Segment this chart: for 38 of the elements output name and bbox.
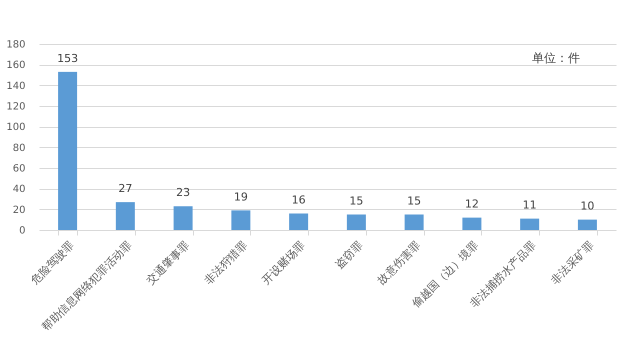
y-tick-label: 180 bbox=[6, 40, 26, 50]
data-label: 10 bbox=[580, 200, 594, 213]
x-tick-label: 交通肇事罪 bbox=[144, 238, 192, 287]
bar bbox=[520, 218, 540, 230]
bar bbox=[58, 72, 78, 230]
y-tick-label: 60 bbox=[12, 164, 26, 174]
y-tick-label: 0 bbox=[19, 226, 26, 236]
data-label: 11 bbox=[522, 198, 537, 212]
x-tick-label: 非法采矿罪 bbox=[548, 238, 596, 287]
x-tick-label: 故意伤害罪 bbox=[375, 238, 424, 287]
y-tick-label: 80 bbox=[12, 142, 26, 154]
y-tick-label: 140 bbox=[6, 80, 26, 92]
x-tick-label: 危险驾驶罪 bbox=[28, 238, 77, 287]
y-tick-label: 160 bbox=[6, 60, 26, 72]
y-tick-label: 20 bbox=[12, 204, 26, 216]
x-tick-label: 开设赌场罪 bbox=[260, 238, 308, 287]
bar bbox=[174, 206, 193, 230]
bar bbox=[578, 220, 597, 230]
data-label: 19 bbox=[234, 190, 248, 204]
x-tick-label: 非法狩猎罪 bbox=[202, 238, 250, 287]
y-tick-label: 100 bbox=[6, 122, 26, 134]
data-label: 15 bbox=[349, 194, 364, 208]
data-label: 16 bbox=[292, 193, 306, 206]
y-tick-label: 120 bbox=[6, 102, 26, 112]
bar bbox=[404, 214, 424, 230]
annotation: 单位：件 bbox=[532, 51, 580, 65]
y-tick-label: 40 bbox=[12, 184, 26, 196]
bar bbox=[346, 214, 366, 230]
bar bbox=[231, 210, 250, 230]
data-label: 15 bbox=[407, 194, 422, 208]
bar bbox=[462, 218, 482, 230]
bar bbox=[116, 202, 135, 230]
data-label: 27 bbox=[118, 182, 132, 196]
data-label: 23 bbox=[176, 186, 190, 200]
x-tick-label: 盗窃罪 bbox=[332, 238, 366, 272]
data-label: 153 bbox=[57, 52, 78, 65]
bar bbox=[289, 213, 308, 230]
data-label: 12 bbox=[464, 198, 479, 211]
